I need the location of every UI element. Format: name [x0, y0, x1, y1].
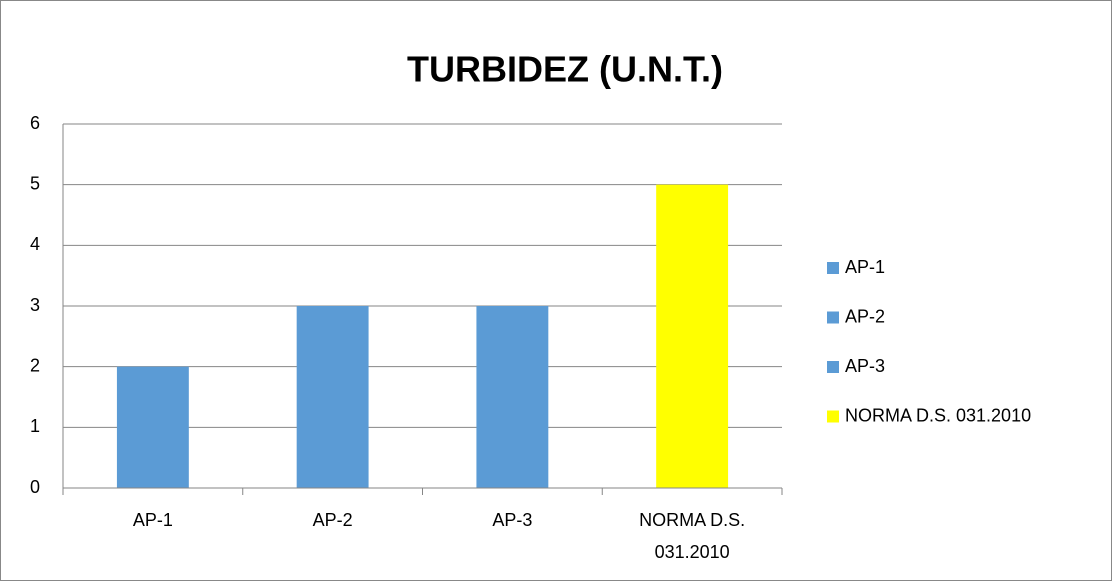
x-tick-label: AP-2 — [312, 510, 353, 530]
y-tick-label: 1 — [30, 416, 40, 436]
legend-label: AP-1 — [845, 257, 885, 277]
bar — [476, 306, 549, 488]
bar — [656, 184, 729, 488]
y-tick-label: 3 — [30, 295, 40, 315]
legend-label: AP-3 — [845, 356, 885, 376]
y-tick-label: 0 — [30, 477, 40, 497]
bar — [116, 366, 189, 488]
legend-swatch — [827, 361, 839, 373]
y-tick-label: 4 — [30, 234, 40, 254]
y-tick-label: 2 — [30, 355, 40, 375]
bar — [296, 306, 369, 488]
legend-swatch — [827, 311, 839, 324]
legend-swatch — [827, 262, 839, 274]
y-tick-label: 5 — [30, 173, 40, 193]
x-tick-label: AP-3 — [492, 510, 533, 530]
x-tick-label: NORMA D.S. 031.2010 — [639, 510, 746, 562]
legend-label: NORMA D.S. 031.2010 — [845, 405, 1031, 425]
legend-label: AP-2 — [845, 306, 885, 326]
legend-swatch — [827, 410, 839, 423]
x-tick-label: AP-1 — [132, 510, 173, 530]
y-tick-label: 6 — [30, 113, 40, 133]
chart-title: TURBIDEZ (U.N.T.) — [407, 49, 723, 90]
